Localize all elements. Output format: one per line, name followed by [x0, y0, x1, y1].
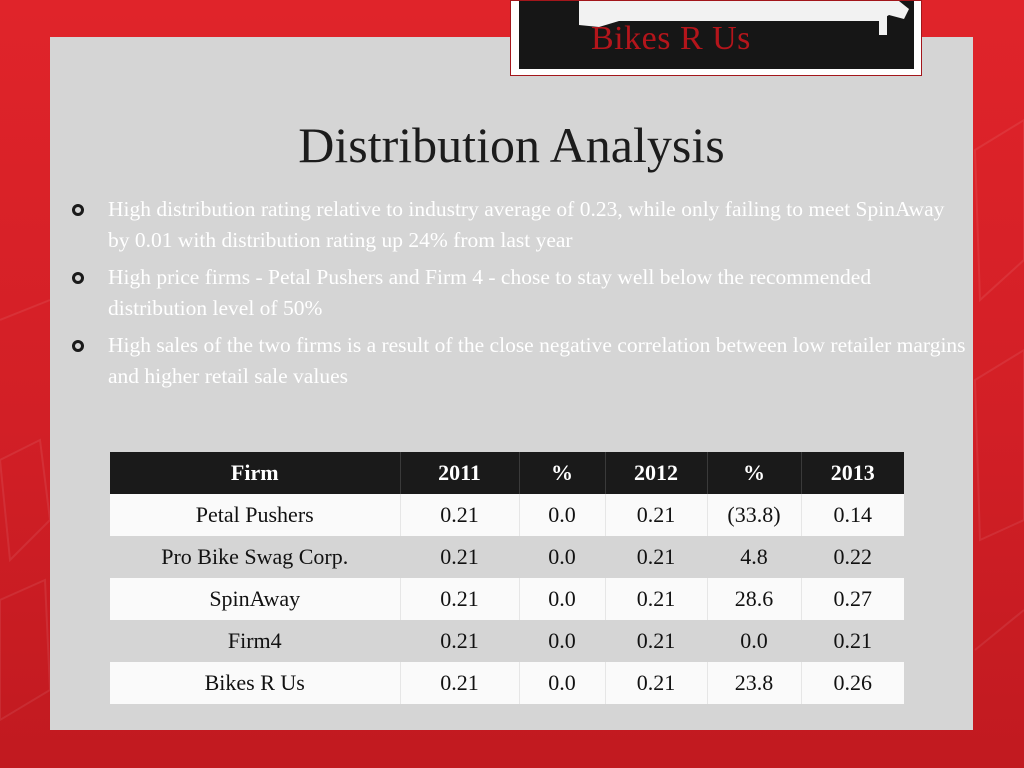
table-cell: 0.21	[605, 578, 708, 620]
table-cell: 23.8	[707, 662, 802, 704]
logo: Bikes R Us	[519, 1, 914, 69]
bullet-text: High distribution rating relative to ind…	[108, 197, 945, 252]
logo-text: Bikes R Us	[591, 20, 751, 57]
header-firm: Firm	[110, 452, 401, 494]
table-cell: 0.0	[519, 620, 606, 662]
bullet-icon	[72, 340, 84, 352]
table-cell: 0.21	[400, 494, 520, 536]
header-percent-change-1: %	[519, 452, 606, 494]
bullet-text: High sales of the two firms is a result …	[108, 333, 966, 388]
header-2012: 2012	[605, 452, 708, 494]
table-cell: Pro Bike Swag Corp.	[110, 536, 401, 578]
bike-silhouette-icon	[579, 1, 909, 35]
header-2013: 2013	[801, 452, 904, 494]
table-cell: 4.8	[707, 536, 802, 578]
bullet-list: High distribution rating relative to ind…	[70, 194, 970, 398]
table-row: Petal Pushers 0.21 0.0 0.21 (33.8) 0.14	[110, 494, 904, 536]
logo-frame: Bikes R Us	[510, 0, 922, 76]
table-cell: 28.6	[707, 578, 802, 620]
bullet-icon	[72, 272, 84, 284]
distribution-table: Firm 2011 % 2012 % 2013 Petal Pushers 0.…	[110, 452, 904, 704]
table-cell: 0.22	[801, 536, 904, 578]
slide-title: Distribution Analysis	[298, 117, 725, 173]
table-cell: SpinAway	[110, 578, 401, 620]
table-header-row: Firm 2011 % 2012 % 2013	[110, 452, 904, 494]
table-cell: Firm4	[110, 620, 401, 662]
table-cell: Petal Pushers	[110, 494, 401, 536]
table-cell: 0.21	[400, 536, 520, 578]
bullet-item: High price firms - Petal Pushers and Fir…	[70, 262, 970, 324]
table-cell: 0.0	[519, 536, 606, 578]
table-cell: 0.21	[605, 494, 708, 536]
table-cell: 0.21	[400, 662, 520, 704]
table-cell: 0.21	[605, 662, 708, 704]
header-percent-change-2: %	[707, 452, 802, 494]
bullet-item: High distribution rating relative to ind…	[70, 194, 970, 256]
table-cell: 0.27	[801, 578, 904, 620]
table-row: Firm4 0.21 0.0 0.21 0.0 0.21	[110, 620, 904, 662]
table-cell: 0.21	[400, 620, 520, 662]
table-cell: 0.26	[801, 662, 904, 704]
table-cell: 0.0	[519, 494, 606, 536]
table-cell: 0.21	[801, 620, 904, 662]
table-cell: 0.21	[605, 620, 708, 662]
table-row: Bikes R Us 0.21 0.0 0.21 23.8 0.26	[110, 662, 904, 704]
table-cell: 0.0	[519, 662, 606, 704]
table-cell: 0.21	[605, 536, 708, 578]
header-2011: 2011	[400, 452, 520, 494]
table-cell: Bikes R Us	[110, 662, 401, 704]
table-cell: 0.21	[400, 578, 520, 620]
table-cell: 0.14	[801, 494, 904, 536]
bullet-icon	[72, 204, 84, 216]
table-row: Pro Bike Swag Corp. 0.21 0.0 0.21 4.8 0.…	[110, 536, 904, 578]
table-cell: 0.0	[519, 578, 606, 620]
table-row: SpinAway 0.21 0.0 0.21 28.6 0.27	[110, 578, 904, 620]
table-cell: (33.8)	[707, 494, 802, 536]
table-cell: 0.0	[707, 620, 802, 662]
bullet-text: High price firms - Petal Pushers and Fir…	[108, 265, 872, 320]
bullet-item: High sales of the two firms is a result …	[70, 330, 970, 392]
